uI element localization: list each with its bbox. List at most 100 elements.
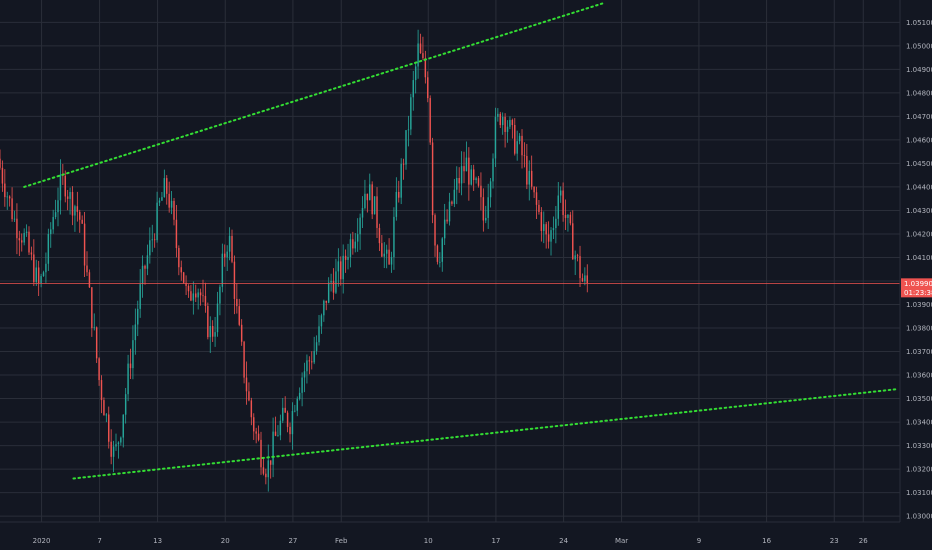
candle-body — [69, 191, 71, 199]
candle-body — [233, 261, 236, 299]
candle-body — [330, 281, 332, 283]
candle-body — [538, 204, 540, 213]
candle-body — [311, 361, 313, 363]
candle-body — [151, 239, 153, 241]
candle-body — [124, 394, 127, 415]
candle-body — [557, 195, 559, 219]
candle-body — [134, 324, 137, 341]
candle-body — [262, 467, 265, 474]
candle-body — [277, 435, 279, 437]
upper-trendline[interactable] — [23, 2, 604, 188]
candle-body — [332, 281, 335, 293]
candle-body — [240, 324, 243, 342]
candle-body — [371, 184, 373, 215]
x-tick-label: 23 — [830, 537, 839, 545]
y-tick-label: 1.04500 — [906, 160, 932, 168]
candle-body — [489, 181, 492, 198]
candle-body — [465, 157, 468, 172]
y-tick-label: 1.03400 — [906, 419, 932, 427]
candle-body — [59, 174, 62, 201]
candle-body — [192, 293, 195, 301]
candle-body — [168, 193, 170, 208]
candle-body — [528, 170, 530, 185]
candle-body — [35, 267, 37, 283]
candle-body — [173, 200, 175, 220]
candle-body — [117, 442, 120, 445]
candle-body — [267, 460, 269, 478]
candle-body — [13, 218, 16, 220]
candle-body — [381, 243, 383, 257]
candle-body — [146, 255, 149, 269]
candle-body — [574, 255, 576, 260]
candle-body — [306, 360, 308, 372]
candle-body — [412, 80, 414, 98]
candle-body — [202, 295, 204, 297]
price-axis[interactable]: 1.03000 1.03100 1.03200 1.03300 1.03400 1.035… — [906, 19, 932, 521]
candle-body — [141, 265, 144, 285]
y-tick-label: 1.04300 — [906, 207, 932, 215]
current-price-label: 1.03990 — [904, 280, 932, 288]
candle-body — [315, 342, 318, 352]
candle-body — [33, 254, 35, 283]
candle-body — [586, 275, 588, 284]
candle-body — [518, 135, 521, 142]
candle-body — [282, 407, 284, 421]
candle-body — [436, 245, 439, 262]
x-tick-label: 20 — [221, 537, 230, 545]
candle-body — [265, 473, 267, 478]
candle-body — [250, 400, 253, 418]
candle-body — [279, 420, 282, 436]
candle-body — [485, 217, 487, 221]
y-tick-label: 1.03200 — [906, 466, 932, 474]
candle-body — [395, 191, 398, 217]
candle-body — [388, 249, 390, 265]
candle-body — [195, 293, 197, 298]
candle-body — [494, 116, 497, 159]
candle-body — [463, 166, 465, 172]
time-axis[interactable]: 2020 7 13 20 27 Feb 10 17 24 Mar 9 16 23 26 — [33, 537, 869, 545]
candle-body — [11, 198, 13, 220]
candle-body — [219, 286, 221, 304]
candle-body — [470, 169, 472, 185]
candle-body — [431, 142, 434, 216]
candle-body — [344, 255, 347, 260]
candle-body — [74, 206, 76, 216]
candle-body — [122, 414, 124, 438]
candle-body — [581, 278, 584, 282]
y-tick-label: 1.05000 — [906, 42, 932, 50]
candle-body — [139, 284, 141, 309]
candle-body — [477, 178, 480, 186]
candle-body — [378, 227, 381, 244]
candle-body — [526, 155, 528, 185]
candle-body — [402, 163, 405, 165]
trendlines[interactable] — [23, 2, 899, 480]
candle-body — [313, 351, 315, 363]
candle-body — [161, 197, 163, 201]
candle-body — [572, 223, 574, 260]
y-tick-label: 1.04200 — [906, 230, 932, 238]
candle-body — [25, 231, 28, 233]
lower-trendline[interactable] — [72, 388, 899, 480]
bar-countdown-label: 01:23:38 — [904, 289, 932, 297]
candle-body — [255, 431, 257, 434]
candle-body — [187, 285, 190, 292]
candle-body — [45, 263, 47, 273]
candle-body — [543, 224, 545, 231]
candle-body — [327, 282, 330, 303]
candle-body — [434, 215, 436, 246]
candle-body — [0, 158, 1, 168]
candle-body — [550, 230, 552, 242]
candle-body — [349, 239, 352, 257]
candle-body — [37, 267, 40, 284]
candle-body — [236, 298, 238, 307]
candle-body — [209, 326, 211, 338]
candle-body — [320, 315, 323, 327]
candle-body — [16, 218, 18, 239]
candle-body — [132, 340, 134, 369]
candle-body — [439, 261, 441, 263]
candle-body — [226, 251, 228, 258]
candle-body — [559, 190, 562, 196]
candle-body — [501, 116, 504, 126]
candle-body — [216, 303, 219, 333]
